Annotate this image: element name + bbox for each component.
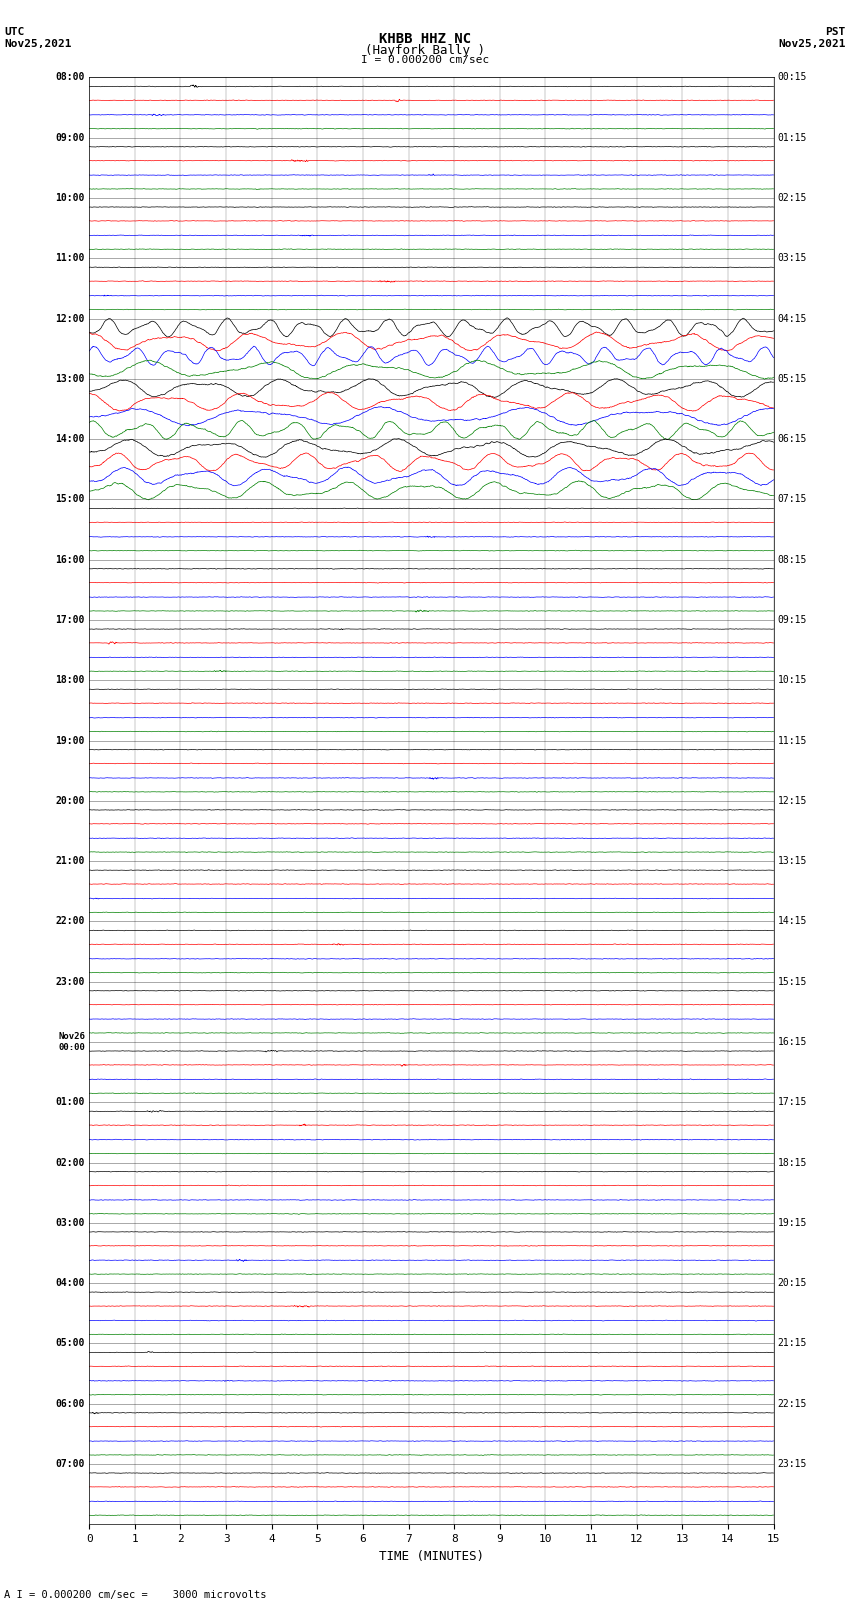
- Text: 23:15: 23:15: [778, 1460, 807, 1469]
- Text: 11:00: 11:00: [55, 253, 85, 263]
- Text: 20:00: 20:00: [55, 795, 85, 806]
- Text: 18:00: 18:00: [55, 676, 85, 686]
- X-axis label: TIME (MINUTES): TIME (MINUTES): [379, 1550, 484, 1563]
- Text: I = 0.000200 cm/sec: I = 0.000200 cm/sec: [361, 55, 489, 65]
- Text: 06:00: 06:00: [55, 1398, 85, 1408]
- Text: 18:15: 18:15: [778, 1158, 807, 1168]
- Text: 08:00: 08:00: [55, 73, 85, 82]
- Text: PST
Nov25,2021: PST Nov25,2021: [779, 27, 846, 48]
- Text: 20:15: 20:15: [778, 1277, 807, 1289]
- Text: 14:15: 14:15: [778, 916, 807, 926]
- Text: 12:15: 12:15: [778, 795, 807, 806]
- Text: 03:00: 03:00: [55, 1218, 85, 1227]
- Text: 09:00: 09:00: [55, 132, 85, 142]
- Text: 06:15: 06:15: [778, 434, 807, 444]
- Text: 17:15: 17:15: [778, 1097, 807, 1107]
- Text: 16:15: 16:15: [778, 1037, 807, 1047]
- Text: 05:00: 05:00: [55, 1339, 85, 1348]
- Text: 13:00: 13:00: [55, 374, 85, 384]
- Text: 00:15: 00:15: [778, 73, 807, 82]
- Text: 12:00: 12:00: [55, 313, 85, 324]
- Text: 21:00: 21:00: [55, 857, 85, 866]
- Text: 04:15: 04:15: [778, 313, 807, 324]
- Text: KHBB HHZ NC: KHBB HHZ NC: [379, 32, 471, 47]
- Text: 22:00: 22:00: [55, 916, 85, 926]
- Text: 15:15: 15:15: [778, 977, 807, 987]
- Text: (Hayfork Bally ): (Hayfork Bally ): [365, 44, 485, 56]
- Text: 22:15: 22:15: [778, 1398, 807, 1408]
- Text: UTC
Nov25,2021: UTC Nov25,2021: [4, 27, 71, 48]
- Text: 05:15: 05:15: [778, 374, 807, 384]
- Text: 07:00: 07:00: [55, 1460, 85, 1469]
- Text: 19:15: 19:15: [778, 1218, 807, 1227]
- Text: 01:00: 01:00: [55, 1097, 85, 1107]
- Text: 10:15: 10:15: [778, 676, 807, 686]
- Text: 11:15: 11:15: [778, 736, 807, 745]
- Text: 15:00: 15:00: [55, 495, 85, 505]
- Text: 14:00: 14:00: [55, 434, 85, 444]
- Text: 17:00: 17:00: [55, 615, 85, 624]
- Text: 23:00: 23:00: [55, 977, 85, 987]
- Text: 02:00: 02:00: [55, 1158, 85, 1168]
- Text: 10:00: 10:00: [55, 194, 85, 203]
- Text: 16:00: 16:00: [55, 555, 85, 565]
- Text: 13:15: 13:15: [778, 857, 807, 866]
- Text: 01:15: 01:15: [778, 132, 807, 142]
- Text: 08:15: 08:15: [778, 555, 807, 565]
- Text: 21:15: 21:15: [778, 1339, 807, 1348]
- Text: 04:00: 04:00: [55, 1277, 85, 1289]
- Text: 19:00: 19:00: [55, 736, 85, 745]
- Text: Nov26
00:00: Nov26 00:00: [58, 1032, 85, 1052]
- Text: 03:15: 03:15: [778, 253, 807, 263]
- Text: 07:15: 07:15: [778, 495, 807, 505]
- Text: A I = 0.000200 cm/sec =    3000 microvolts: A I = 0.000200 cm/sec = 3000 microvolts: [4, 1590, 267, 1600]
- Text: 02:15: 02:15: [778, 194, 807, 203]
- Text: 09:15: 09:15: [778, 615, 807, 624]
